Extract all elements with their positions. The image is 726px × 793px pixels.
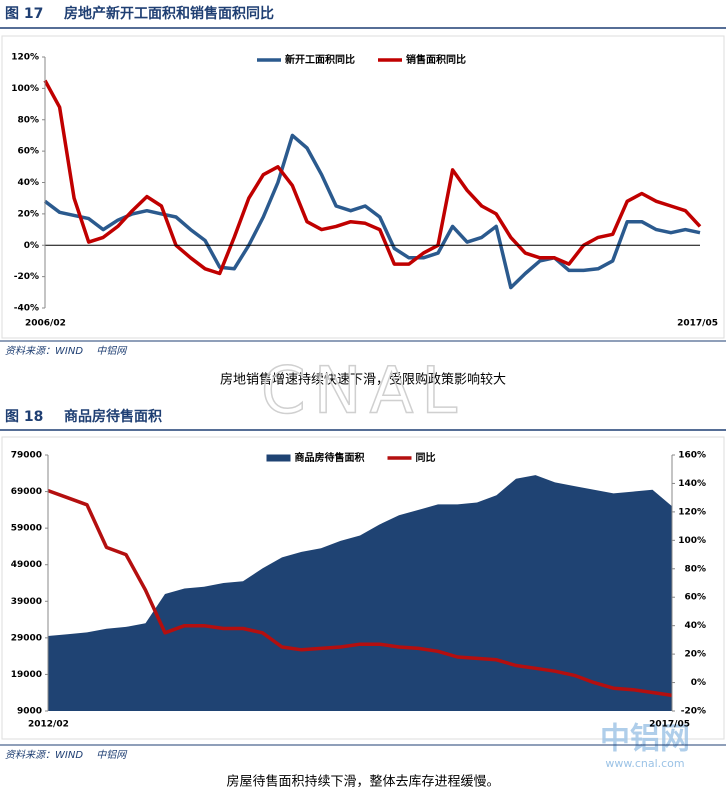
x-tick-label: 2017/05 <box>649 720 690 730</box>
y-tick-label: -20% <box>14 272 39 282</box>
caption: 房屋待售面积持续下滑，整体去库存进程缓慢。 <box>226 774 499 790</box>
x-tick-label: 2017/05 <box>677 319 718 329</box>
y2-tick-label: -20% <box>681 707 706 717</box>
legend-label: 新开工面积同比 <box>285 53 355 66</box>
legend-label: 同比 <box>416 451 436 464</box>
figure-label: 图 17 <box>5 6 43 22</box>
figure-title: 房地产新开工面积和销售面积同比 <box>64 5 274 22</box>
source: 资料来源：WIND 中铝网 <box>5 345 128 357</box>
logo-url: www.cnal.com <box>605 757 684 770</box>
y2-tick-label: 120% <box>678 507 706 517</box>
area <box>48 475 672 711</box>
line <box>43 79 702 276</box>
legend-label: 商品房待售面积 <box>295 451 365 464</box>
source: 资料来源：WIND 中铝网 <box>5 749 128 761</box>
y-tick-label: -40% <box>14 304 39 314</box>
y2-tick-label: 40% <box>684 621 706 631</box>
y-tick-label: 29000 <box>11 633 42 643</box>
y-tick-label: 80% <box>17 115 39 125</box>
y2-tick-label: 80% <box>684 564 706 574</box>
y-tick-label: 20% <box>17 209 39 219</box>
line <box>43 133 701 290</box>
watermark: CNAL <box>261 355 465 429</box>
y-tick-label: 39000 <box>11 597 42 607</box>
y-tick-label: 60% <box>17 147 39 157</box>
legend-label: 销售面积同比 <box>406 53 466 66</box>
y-tick-label: 9000 <box>17 707 42 717</box>
chart-frame <box>1 35 725 339</box>
y-tick-label: 19000 <box>11 670 42 680</box>
logo: 中铝网 <box>600 722 690 757</box>
figure-label: 图 18 <box>5 409 43 425</box>
x-tick-label: 2006/02 <box>25 319 66 329</box>
line <box>47 488 673 698</box>
y2-tick-label: 0% <box>691 678 706 688</box>
figure-title: 商品房待售面积 <box>64 408 162 425</box>
x-tick-label: 2012/02 <box>28 720 69 730</box>
y-tick-label: 120% <box>11 53 39 63</box>
chart-frame <box>1 436 725 740</box>
y-tick-label: 100% <box>11 84 39 94</box>
y-tick-label: 79000 <box>11 451 42 461</box>
y2-tick-label: 160% <box>678 451 706 461</box>
y-tick-label: 59000 <box>11 524 42 534</box>
y-tick-label: 49000 <box>11 560 42 570</box>
y-tick-label: 69000 <box>11 487 42 497</box>
y2-tick-label: 140% <box>678 479 706 489</box>
y2-tick-label: 60% <box>684 593 706 603</box>
y-tick-label: 40% <box>17 178 39 188</box>
y2-tick-label: 100% <box>678 536 706 546</box>
y-tick-label: 0% <box>24 241 39 251</box>
y2-tick-label: 20% <box>684 650 706 660</box>
caption: 房地销售增速持续快速下滑，受限购政策影响较大 <box>220 372 506 388</box>
